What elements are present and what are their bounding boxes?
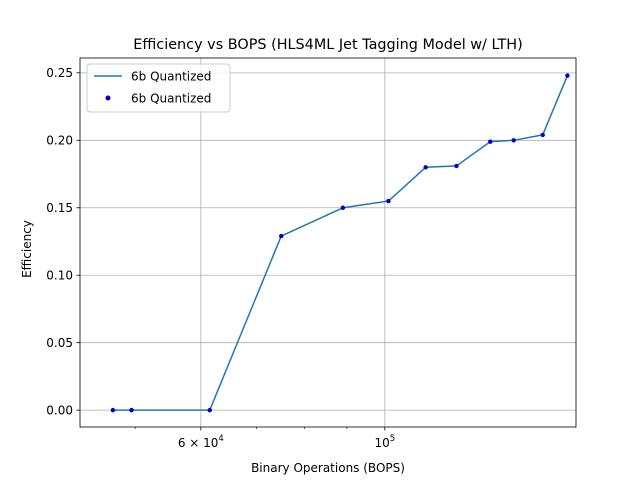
data-point — [340, 205, 346, 210]
y-tick-label: 0.15 — [46, 201, 73, 215]
data-point — [207, 407, 212, 413]
y-tick-label: 0.00 — [46, 403, 73, 417]
plot-frame — [79, 57, 577, 428]
data-point — [423, 165, 428, 170]
x-axis-label: Binary Operations (BOPS) — [251, 461, 405, 475]
y-tick-label: 0.05 — [46, 336, 73, 350]
x-tick-label: 6 × 104 — [178, 434, 224, 450]
data-point — [540, 132, 545, 138]
data-point — [129, 407, 134, 413]
data-point — [511, 138, 516, 143]
y-tick-label: 0.10 — [46, 269, 73, 283]
y-axis-label: Efficiency — [20, 220, 34, 278]
series-line — [112, 75, 569, 411]
legend-box — [86, 63, 231, 113]
data-point — [565, 73, 570, 78]
series-layer — [110, 73, 570, 413]
tick-layer: 0.00 0.05 0.10 0.15 0.20 0.25 6 × 104 105 — [46, 66, 395, 450]
data-point — [110, 407, 116, 413]
data-point — [488, 139, 493, 144]
legend-label-markers: 6b Quantized — [131, 92, 211, 106]
chart-title: Efficiency vs BOPS (HLS4ML Jet Tagging M… — [133, 37, 522, 53]
data-point — [279, 233, 284, 239]
y-tick-label: 0.25 — [46, 66, 73, 80]
y-tick-label: 0.20 — [46, 134, 73, 148]
data-point — [386, 198, 391, 204]
legend-marker-swatch — [105, 95, 111, 101]
legend: 6b Quantized 6b Quantized — [86, 63, 231, 113]
x-tick-label: 105 — [375, 434, 396, 450]
data-point — [454, 163, 459, 169]
legend-label-line: 6b Quantized — [131, 70, 211, 84]
